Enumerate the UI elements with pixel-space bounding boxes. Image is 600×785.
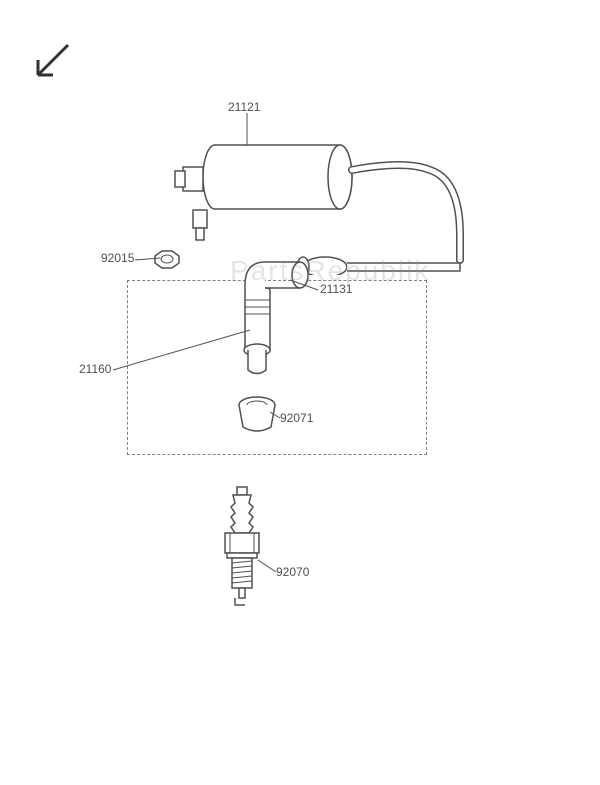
direction-arrow [28,35,78,85]
grommet-drawing [235,395,279,437]
label-92015: 92015 [101,251,134,265]
plug-cap-drawing [220,255,330,385]
label-92070: 92070 [276,565,309,579]
label-21131: 21131 [320,282,352,296]
nut-drawing [152,248,182,270]
label-21160: 21160 [79,362,111,376]
label-92071: 92071 [280,411,313,425]
spark-plug-drawing [215,485,270,615]
ignition-coil-drawing [155,115,465,275]
label-21121: 21121 [228,100,260,114]
parts-diagram: 21121 92015 21160 21131 92071 92070 Part… [0,0,600,785]
